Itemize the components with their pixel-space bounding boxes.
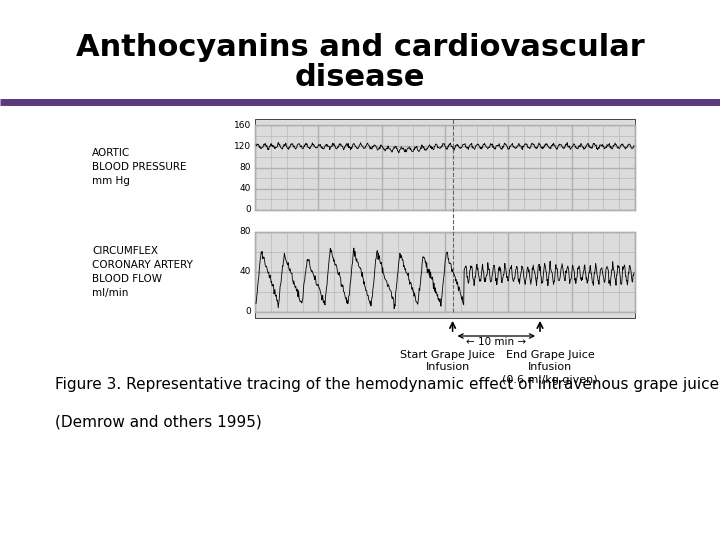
Text: 80: 80 xyxy=(240,163,251,172)
Bar xyxy=(255,312,635,318)
Text: CIRCUMFLEX
CORONARY ARTERY
BLOOD FLOW
ml/min: CIRCUMFLEX CORONARY ARTERY BLOOD FLOW ml… xyxy=(92,246,193,298)
Text: 40: 40 xyxy=(240,184,251,193)
Text: AORTIC
BLOOD PRESSURE
mm Hg: AORTIC BLOOD PRESSURE mm Hg xyxy=(92,148,186,186)
Text: 0: 0 xyxy=(246,206,251,214)
Bar xyxy=(255,232,635,312)
Bar xyxy=(255,119,635,125)
Text: End Grape Juice
Infusion
(0.6 ml/kg given): End Grape Juice Infusion (0.6 ml/kg give… xyxy=(502,350,598,385)
Text: Figure 3. Representative tracing of the hemodynamic effect of intravenous grape : Figure 3. Representative tracing of the … xyxy=(55,377,719,393)
Text: ← 10 min →: ← 10 min → xyxy=(467,337,526,347)
Text: 80: 80 xyxy=(240,227,251,237)
Text: disease: disease xyxy=(294,64,426,92)
Text: 0: 0 xyxy=(246,307,251,316)
Text: Start Grape Juice
Infusion: Start Grape Juice Infusion xyxy=(400,350,495,373)
Text: 120: 120 xyxy=(234,141,251,151)
Text: (Demrow and others 1995): (Demrow and others 1995) xyxy=(55,415,262,429)
Text: 40: 40 xyxy=(240,267,251,276)
Bar xyxy=(255,125,635,210)
Text: 160: 160 xyxy=(234,120,251,130)
Text: Anthocyanins and cardiovascular: Anthocyanins and cardiovascular xyxy=(76,33,644,63)
